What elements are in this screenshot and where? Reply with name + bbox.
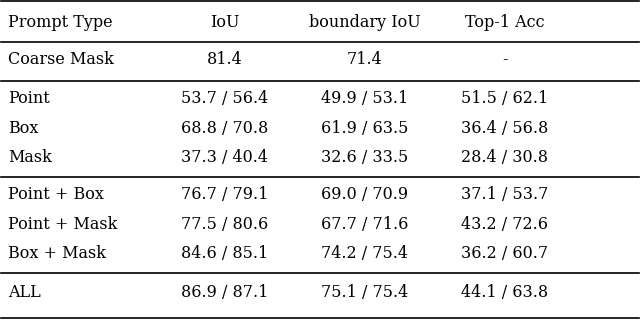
Text: 68.8 / 70.8: 68.8 / 70.8 [180, 120, 268, 137]
Text: 53.7 / 56.4: 53.7 / 56.4 [180, 91, 268, 108]
Text: 28.4 / 30.8: 28.4 / 30.8 [461, 149, 548, 166]
Text: 36.4 / 56.8: 36.4 / 56.8 [461, 120, 548, 137]
Text: Point + Mask: Point + Mask [8, 216, 117, 233]
Text: 71.4: 71.4 [347, 51, 383, 69]
Text: Box + Mask: Box + Mask [8, 245, 106, 262]
Text: ALL: ALL [8, 284, 40, 301]
Text: 61.9 / 63.5: 61.9 / 63.5 [321, 120, 408, 137]
Text: 76.7 / 79.1: 76.7 / 79.1 [180, 186, 268, 203]
Text: 37.1 / 53.7: 37.1 / 53.7 [461, 186, 548, 203]
Text: Box: Box [8, 120, 38, 137]
Text: Point + Box: Point + Box [8, 186, 104, 203]
Text: 43.2 / 72.6: 43.2 / 72.6 [461, 216, 548, 233]
Text: 75.1 / 75.4: 75.1 / 75.4 [321, 284, 408, 301]
Text: Point: Point [8, 91, 49, 108]
Text: 69.0 / 70.9: 69.0 / 70.9 [321, 186, 408, 203]
Text: 49.9 / 53.1: 49.9 / 53.1 [321, 91, 408, 108]
Text: 32.6 / 33.5: 32.6 / 33.5 [321, 149, 408, 166]
Text: 86.9 / 87.1: 86.9 / 87.1 [180, 284, 268, 301]
Text: Mask: Mask [8, 149, 52, 166]
Text: Top-1 Acc: Top-1 Acc [465, 14, 545, 31]
Text: 67.7 / 71.6: 67.7 / 71.6 [321, 216, 408, 233]
Text: 36.2 / 60.7: 36.2 / 60.7 [461, 245, 548, 262]
Text: 84.6 / 85.1: 84.6 / 85.1 [180, 245, 268, 262]
Text: Coarse Mask: Coarse Mask [8, 51, 114, 69]
Text: IoU: IoU [210, 14, 239, 31]
Text: 44.1 / 63.8: 44.1 / 63.8 [461, 284, 548, 301]
Text: 81.4: 81.4 [207, 51, 243, 69]
Text: Prompt Type: Prompt Type [8, 14, 113, 31]
Text: 37.3 / 40.4: 37.3 / 40.4 [181, 149, 268, 166]
Text: boundary IoU: boundary IoU [308, 14, 420, 31]
Text: 77.5 / 80.6: 77.5 / 80.6 [180, 216, 268, 233]
Text: 74.2 / 75.4: 74.2 / 75.4 [321, 245, 408, 262]
Text: 51.5 / 62.1: 51.5 / 62.1 [461, 91, 548, 108]
Text: -: - [502, 51, 508, 69]
